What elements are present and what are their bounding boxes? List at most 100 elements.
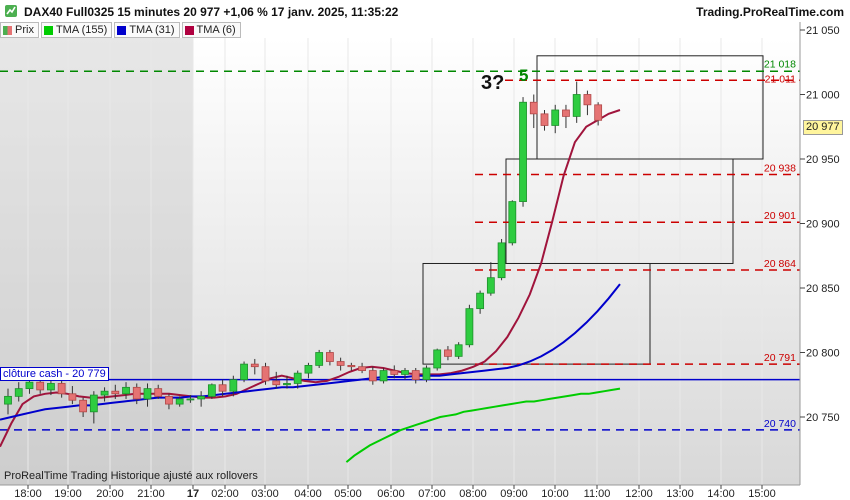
candle-body bbox=[283, 383, 291, 386]
chart-header: DAX40 Full0325 15 minutes 20 977 +1,06 %… bbox=[0, 0, 850, 22]
candle-body bbox=[143, 388, 152, 400]
legend-swatch bbox=[184, 25, 194, 35]
legend-label: TMA (6) bbox=[196, 24, 236, 36]
legend-item-price[interactable]: Prix bbox=[0, 22, 39, 38]
legend-swatch bbox=[117, 25, 127, 35]
candle-body bbox=[111, 390, 120, 395]
candle-body bbox=[25, 381, 34, 390]
level-label: 20 864 bbox=[764, 258, 796, 270]
footer-note: ProRealTime Trading Historique ajusté au… bbox=[4, 470, 258, 482]
candle-body bbox=[154, 388, 163, 397]
x-tick-label: 05:00 bbox=[334, 488, 362, 500]
y-tick-label: 20 900 bbox=[806, 219, 840, 231]
legend-label: Prix bbox=[15, 24, 34, 36]
candle-body bbox=[47, 383, 55, 391]
candle-body bbox=[315, 352, 324, 366]
cash-close-label: clôture cash - 20 779 bbox=[0, 367, 109, 381]
candle-body bbox=[497, 242, 506, 279]
level-label: 20 791 bbox=[764, 352, 796, 364]
y-tick-label: 20 850 bbox=[806, 283, 840, 295]
candle-body bbox=[358, 366, 366, 371]
candle-body bbox=[175, 398, 184, 405]
x-tick-label: 02:00 bbox=[211, 488, 239, 500]
candle-body bbox=[476, 292, 485, 310]
x-tick-label: 15:00 bbox=[748, 488, 776, 500]
candle-body bbox=[57, 383, 66, 395]
candle-body bbox=[122, 386, 130, 395]
x-tick-label: 06:00 bbox=[377, 488, 405, 500]
legend-item-tma-6[interactable]: TMA (6) bbox=[181, 22, 241, 38]
candle-body bbox=[411, 370, 420, 380]
y-tick-label: 21 050 bbox=[806, 25, 840, 37]
candle-body bbox=[444, 349, 452, 357]
legend-label: TMA (31) bbox=[129, 24, 175, 36]
x-tick-label: 08:00 bbox=[459, 488, 487, 500]
plot-background bbox=[0, 38, 800, 485]
x-tick-label: 13:00 bbox=[666, 488, 694, 500]
candle-body bbox=[368, 370, 377, 382]
session-shade bbox=[0, 38, 193, 485]
candle-body bbox=[68, 393, 77, 401]
candle-body bbox=[379, 370, 388, 382]
x-tick-label: 11:00 bbox=[584, 488, 611, 500]
ma-line-tma-6- bbox=[0, 109, 621, 448]
ma-line-tma-155- bbox=[345, 387, 621, 463]
legend-item-tma-155[interactable]: TMA (155) bbox=[40, 22, 113, 38]
x-tick-label: 04:00 bbox=[294, 488, 322, 500]
candle-body bbox=[325, 352, 334, 362]
x-tick-label: 10:00 bbox=[541, 488, 569, 500]
candle-body bbox=[229, 379, 238, 392]
candle-body bbox=[132, 386, 141, 400]
candle-body bbox=[79, 399, 88, 413]
x-tick-label: 07:00 bbox=[418, 488, 446, 500]
moving-averages bbox=[0, 109, 621, 463]
candle-body bbox=[207, 384, 216, 397]
candle-body bbox=[336, 361, 345, 366]
x-tick-label: 12:00 bbox=[625, 488, 653, 500]
level-label: 21 018 bbox=[764, 58, 796, 70]
candle-body bbox=[390, 370, 399, 375]
candle-body bbox=[540, 113, 549, 126]
wave-annotation: 5 bbox=[519, 66, 528, 85]
x-tick-label: 17 bbox=[187, 488, 199, 500]
level-label: 20 901 bbox=[764, 210, 796, 222]
x-tick-label: 21:00 bbox=[137, 488, 165, 500]
level-label: 20 740 bbox=[764, 418, 796, 430]
candle-body bbox=[433, 349, 442, 369]
candle-body bbox=[100, 390, 109, 396]
candle-body bbox=[304, 364, 313, 374]
candle-body bbox=[36, 381, 45, 391]
candle-body bbox=[14, 388, 23, 397]
indicator-legend: Prix TMA (155) TMA (31) TMA (6) bbox=[0, 22, 243, 38]
level-label: 20 938 bbox=[764, 162, 796, 174]
candle-body bbox=[240, 363, 248, 380]
candle-body bbox=[89, 394, 98, 413]
candle-body bbox=[519, 101, 527, 202]
x-tick-label: 14:00 bbox=[707, 488, 735, 500]
annotations: 3? 5 bbox=[481, 66, 528, 94]
menu-icon[interactable] bbox=[4, 4, 18, 18]
x-tick-label: 20:00 bbox=[96, 488, 124, 500]
candle-body bbox=[572, 94, 581, 117]
candle-body bbox=[401, 370, 409, 375]
candle-body bbox=[218, 384, 227, 392]
brand-label: Trading.ProRealTime.com bbox=[696, 5, 844, 19]
legend-label: TMA (155) bbox=[55, 24, 108, 36]
legend-item-tma-31[interactable]: TMA (31) bbox=[114, 22, 180, 38]
y-tick-label: 21 000 bbox=[806, 90, 840, 102]
candle-body bbox=[422, 367, 431, 380]
candle-body bbox=[261, 366, 270, 382]
candle-body bbox=[562, 109, 570, 117]
candle-body bbox=[486, 277, 495, 294]
candle-body bbox=[551, 109, 560, 126]
candle-body bbox=[594, 104, 603, 121]
y-tick-label: 20 800 bbox=[806, 348, 840, 360]
x-axis: 18:00 19:00 20:00 21:00 17 02:00 03:00 04:00 05:… bbox=[0, 484, 800, 500]
candle-body bbox=[508, 201, 517, 244]
y-tick-label: 20 750 bbox=[806, 412, 840, 424]
candles bbox=[4, 81, 603, 424]
level-label: 21 011 bbox=[765, 73, 796, 85]
y-tick-label: 20 950 bbox=[806, 154, 840, 166]
candle-body bbox=[347, 364, 356, 368]
